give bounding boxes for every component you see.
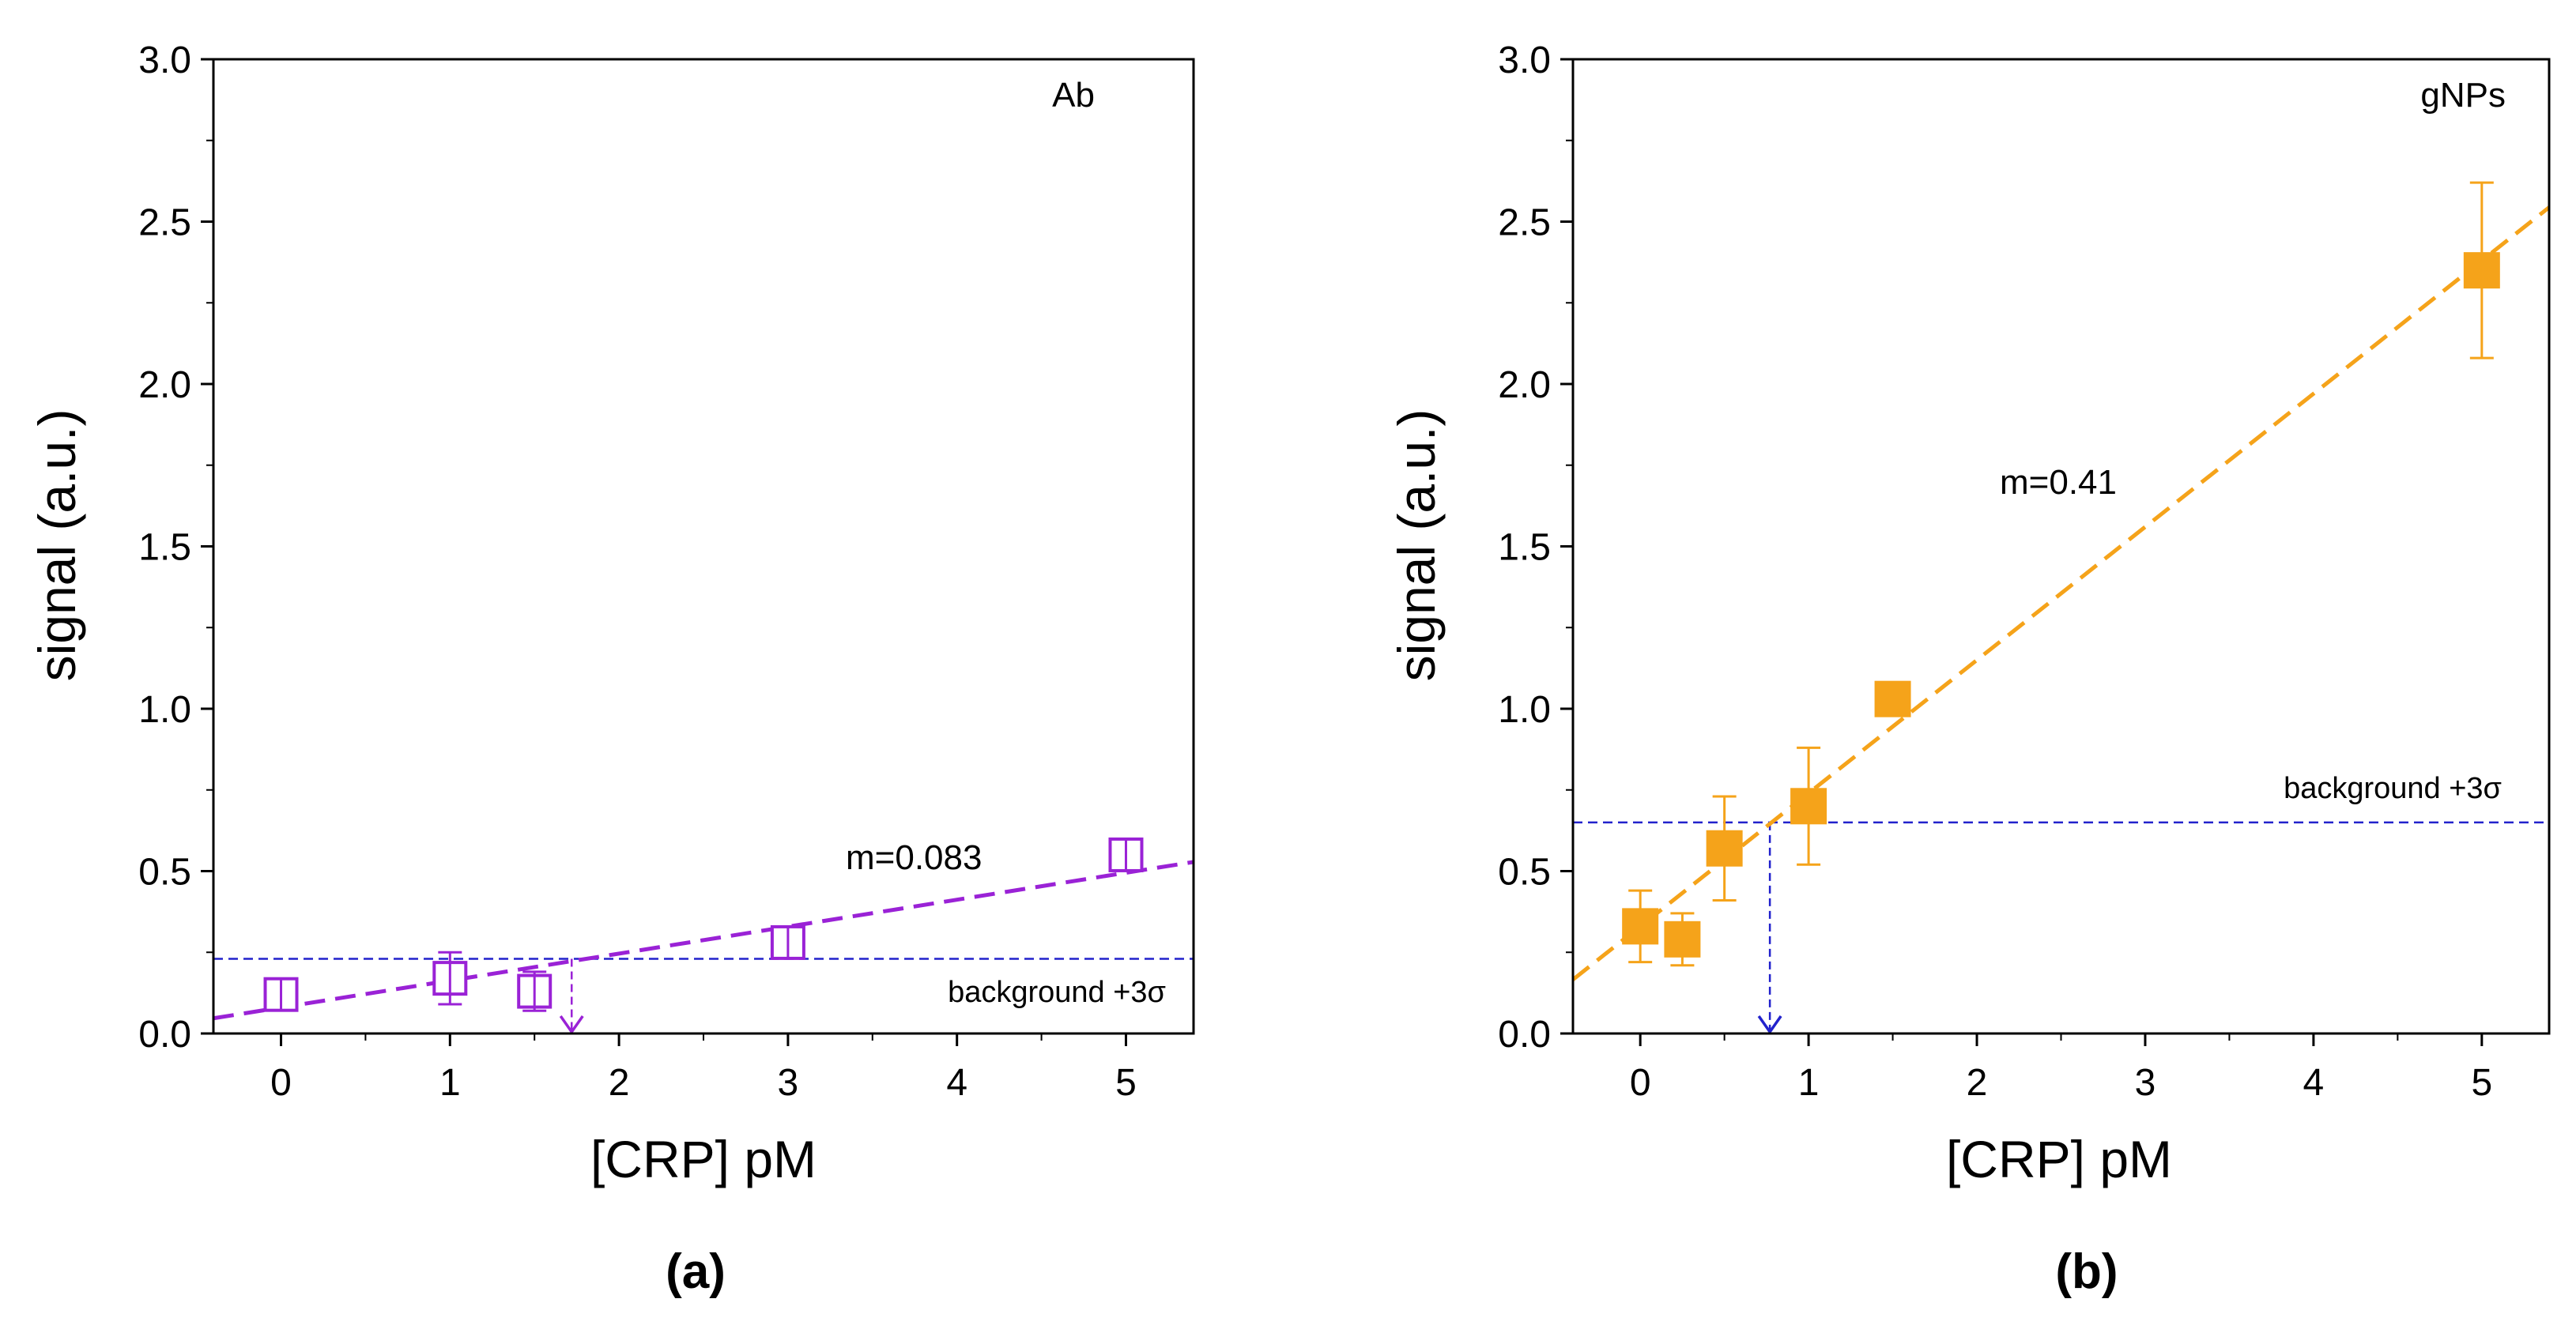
panel-a-data-point <box>1108 837 1144 872</box>
panel-b-y-tick-label: 2.5 <box>1498 202 1551 244</box>
panel-a-data-point <box>517 970 553 1012</box>
panel-a-y-tick-label: 3.0 <box>138 40 191 81</box>
panel-a-y-tick-label: 1.0 <box>138 689 191 731</box>
panel-a-y-tick-label: 0.5 <box>138 852 191 894</box>
panel-b-background-label: background +3σ <box>2284 772 2502 805</box>
panel-b-marker <box>1622 908 1659 945</box>
panel-b-x-tick-label: 3 <box>2135 1062 2156 1104</box>
panel-b-corner-label: gNPs <box>2420 76 2506 115</box>
panel-b-y-tick-label: 3.0 <box>1498 40 1551 81</box>
panel-a-y-tick-label: 2.0 <box>138 364 191 406</box>
panel-b-y-tick-label: 0.0 <box>1498 1014 1551 1056</box>
panel-b-x-tick-label: 1 <box>1798 1062 1820 1104</box>
panel-b-plot-frame <box>1571 58 2551 1035</box>
panel-a-fit-line <box>213 860 1194 1021</box>
panel-a-x-tick-label: 3 <box>778 1062 799 1104</box>
panel-b-data-point <box>1664 912 1701 967</box>
panel-b-y-tick-label: 1.5 <box>1498 527 1551 569</box>
panel-b-marker <box>1790 788 1827 825</box>
panel-a-y-tick-label: 2.5 <box>138 202 191 244</box>
panel-a-y-tick-label: 1.5 <box>138 527 191 569</box>
panel-b-y-tick-label: 1.0 <box>1498 689 1551 731</box>
panel-a-x-tick-label: 2 <box>609 1062 630 1104</box>
panel-b-x-tick-label: 0 <box>1630 1062 1651 1104</box>
panel-a-x-tick-label: 0 <box>270 1062 292 1104</box>
panel-a-fit-label: m=0.083 <box>846 838 982 877</box>
panel-a-x-tick-label: 4 <box>946 1062 967 1104</box>
panel-b-marker <box>1706 830 1743 867</box>
panel-a-lod-arrowhead <box>559 1015 584 1035</box>
panel-a-data-point <box>263 977 299 1012</box>
panel-b-data-point <box>1622 889 1659 964</box>
panel-b-fit-line <box>1571 205 2551 981</box>
panel-b-data-point <box>1790 746 1827 866</box>
panel-a-x-tick-label: 1 <box>439 1062 461 1104</box>
panel-a-caption: (a) <box>666 1244 726 1299</box>
panel-b-lod-arrowhead <box>1757 1015 1782 1035</box>
panel-b-marker <box>1874 680 1911 717</box>
panel-a-chart: 0 1 2 3 4 5 0.0 0.5 1.0 1.5 2.0 2.5 3.0 Ab m=0.083 b… <box>28 40 1195 1299</box>
panel-b-x-tick-label: 4 <box>2303 1062 2325 1104</box>
panel-b-x-tick-label: 5 <box>2471 1062 2492 1104</box>
panel-a-background-label: background +3σ <box>948 976 1166 1009</box>
panel-b-y-axis-title: signal (a.u.) <box>1387 409 1446 682</box>
panel-b-data-point <box>1874 680 1911 717</box>
panel-b-x-axis-title: [CRP] pM <box>1946 1130 2172 1188</box>
panel-b-data-point <box>1706 795 1743 902</box>
panel-b-marker <box>1664 921 1701 958</box>
panel-b-x-tick-label: 2 <box>1967 1062 1988 1104</box>
panel-b-y-tick-label: 0.5 <box>1498 852 1551 894</box>
panel-b-marker <box>2463 252 2500 289</box>
panel-a-corner-label: Ab <box>1052 76 1095 115</box>
panel-a-data-point <box>432 951 468 1006</box>
panel-b-caption: (b) <box>2055 1244 2118 1299</box>
panel-a-y-tick-label: 0.0 <box>138 1014 191 1056</box>
panel-a-x-axis-title: [CRP] pM <box>590 1130 817 1188</box>
panel-b-chart: 0 1 2 3 4 50.00.51.01.52.02.53.0 gNPs m=0.41 … <box>1387 40 2551 1299</box>
panel-a-x-tick-label: 5 <box>1115 1062 1137 1104</box>
panel-a-data-point <box>770 924 805 960</box>
panel-b-data-point <box>2463 181 2500 360</box>
panel-a-y-axis-title: signal (a.u.) <box>28 409 86 682</box>
panel-b-fit-label: m=0.41 <box>2000 463 2117 502</box>
panel-b-y-tick-label: 2.0 <box>1498 364 1551 406</box>
